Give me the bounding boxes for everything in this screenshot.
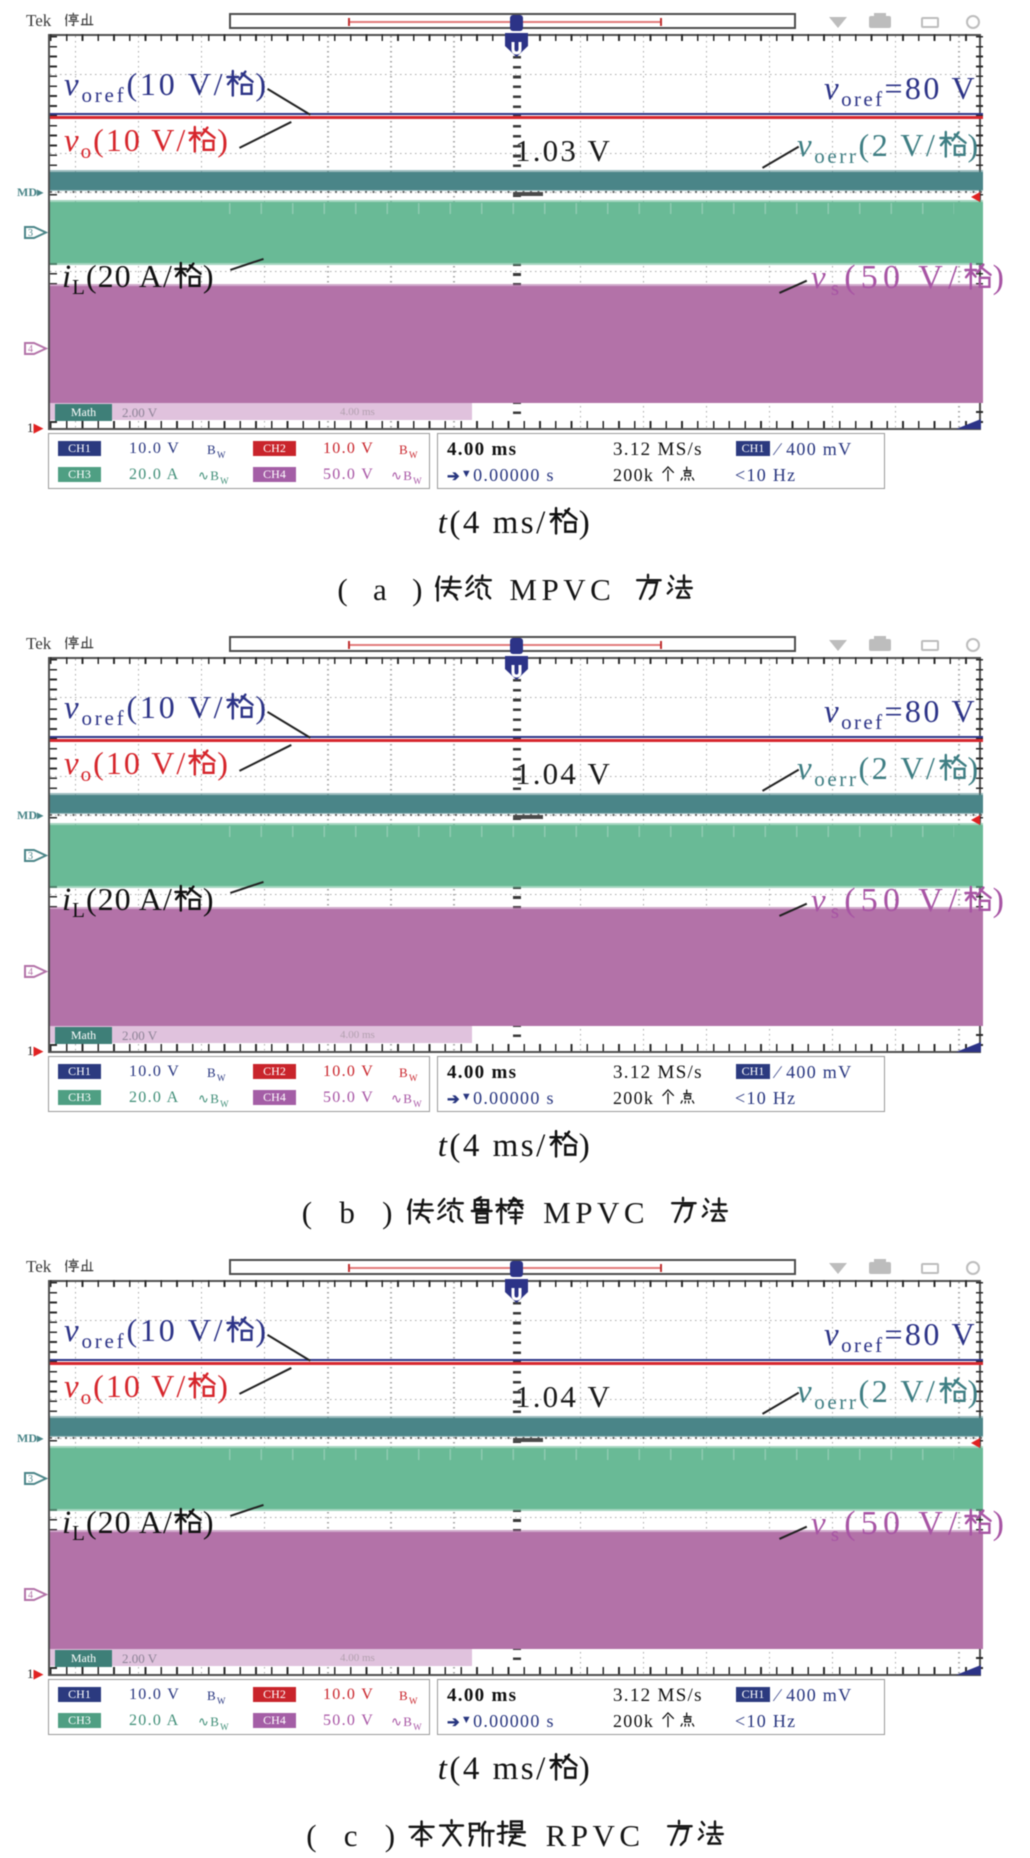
svg-text:3: 3 [28,851,33,862]
svg-text:4: 4 [28,344,33,355]
svg-text:3: 3 [28,1474,33,1485]
svg-text:4: 4 [28,1590,33,1601]
svg-text:3: 3 [28,228,33,239]
svg-text:4: 4 [28,967,33,978]
